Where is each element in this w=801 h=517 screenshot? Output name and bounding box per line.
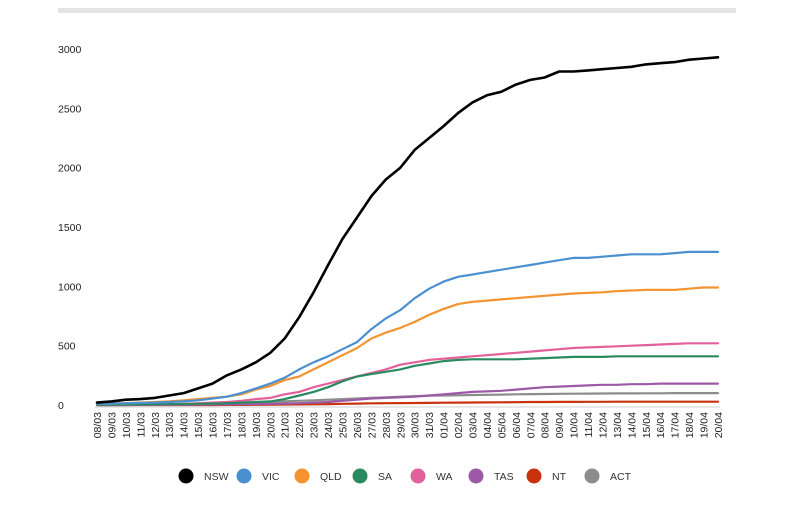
legend-label-sa: SA bbox=[378, 471, 392, 483]
x-tick-label: 01/04 bbox=[439, 412, 451, 438]
legend-label-tas: TAS bbox=[494, 471, 514, 483]
legend-item-wa: WA bbox=[410, 468, 453, 484]
legend-label-qld: QLD bbox=[320, 471, 342, 483]
x-tick-label: 12/03 bbox=[150, 412, 162, 438]
top-divider-bar bbox=[58, 8, 736, 13]
x-tick-label: 14/04 bbox=[626, 412, 638, 438]
x-tick-label: 15/04 bbox=[641, 412, 653, 438]
legend-label-wa: WA bbox=[436, 471, 453, 483]
x-tick-label: 24/03 bbox=[323, 412, 335, 438]
x-tick-label: 11/04 bbox=[583, 412, 595, 438]
x-tick-label: 15/03 bbox=[193, 412, 205, 438]
x-tick-label: 16/04 bbox=[655, 412, 667, 438]
y-tick-label-2000: 2000 bbox=[58, 163, 82, 175]
x-tick-label: 22/03 bbox=[294, 412, 306, 438]
legend-swatch-sa bbox=[352, 468, 368, 484]
x-tick-label: 03/04 bbox=[467, 412, 479, 438]
x-tick-label: 27/03 bbox=[366, 412, 378, 438]
series-lines bbox=[95, 55, 720, 407]
legend-label-nt: NT bbox=[552, 471, 567, 483]
x-tick-label: 13/04 bbox=[612, 412, 624, 438]
x-tick-label: 12/04 bbox=[597, 412, 609, 438]
x-tick-label: 10/04 bbox=[569, 412, 581, 438]
x-tick-label: 07/04 bbox=[525, 412, 537, 438]
x-tick-label: 18/03 bbox=[236, 412, 248, 438]
x-tick-label: 16/03 bbox=[208, 412, 220, 438]
x-tick-label: 23/03 bbox=[309, 412, 321, 438]
legend-swatch-tas bbox=[468, 468, 484, 484]
legend-swatch-act bbox=[584, 468, 600, 484]
legend-label-vic: VIC bbox=[262, 471, 280, 483]
y-axis: 0 500 1000 1500 2000 2500 3000 bbox=[58, 44, 82, 412]
y-tick-label-1000: 1000 bbox=[58, 281, 82, 293]
x-tick-label: 11/03 bbox=[135, 412, 147, 438]
legend-swatch-qld bbox=[294, 468, 310, 484]
legend-item-nt: NT bbox=[526, 468, 567, 484]
legend-item-nsw: NSW bbox=[178, 468, 229, 484]
y-tick-label-0: 0 bbox=[58, 400, 64, 412]
x-tick-label: 19/04 bbox=[699, 412, 711, 438]
x-axis: 08/03 09/03 10/03 11/03 12/03 13/03 14/03 15/03… bbox=[92, 406, 725, 438]
x-tick-label: 30/03 bbox=[410, 412, 422, 438]
x-tick-label: 18/04 bbox=[684, 412, 696, 438]
x-tick-label: 21/03 bbox=[280, 412, 292, 438]
x-tick-label: 20/04 bbox=[713, 412, 725, 438]
x-tick-label: 28/03 bbox=[381, 412, 393, 438]
legend-swatch-nt bbox=[526, 468, 542, 484]
legend-item-qld: QLD bbox=[294, 468, 342, 484]
x-tick-label: 02/04 bbox=[453, 412, 465, 438]
x-tick-label: 17/03 bbox=[222, 412, 234, 438]
y-tick-label-1500: 1500 bbox=[58, 222, 82, 234]
legend-swatch-wa bbox=[410, 468, 426, 484]
y-tick-label-2500: 2500 bbox=[58, 103, 82, 115]
y-tick-label-500: 500 bbox=[58, 341, 76, 353]
x-tick-label: 13/03 bbox=[164, 412, 176, 438]
x-tick-label: 05/04 bbox=[496, 412, 508, 438]
x-tick-label: 10/03 bbox=[121, 412, 133, 438]
x-tick-label: 04/04 bbox=[482, 412, 494, 438]
legend-item-vic: VIC bbox=[236, 468, 280, 484]
legend-swatch-vic bbox=[236, 468, 252, 484]
x-tick-label: 20/03 bbox=[265, 412, 277, 438]
legend-label-nsw: NSW bbox=[204, 471, 229, 483]
series-line-nsw bbox=[95, 55, 720, 404]
x-tick-label: 25/03 bbox=[338, 412, 350, 438]
legend: NSW VIC QLD SA WA TAS NT ACT bbox=[178, 468, 632, 484]
x-tick-label: 31/03 bbox=[424, 412, 436, 438]
legend-swatch-nsw bbox=[178, 468, 194, 484]
legend-item-sa: SA bbox=[352, 468, 392, 484]
x-tick-label: 08/03 bbox=[92, 412, 104, 438]
x-tick-label: 06/04 bbox=[511, 412, 523, 438]
x-tick-label: 29/03 bbox=[395, 412, 407, 438]
legend-item-act: ACT bbox=[584, 468, 632, 484]
series-line-sa bbox=[95, 355, 720, 406]
x-tick-label: 17/04 bbox=[670, 412, 682, 438]
x-tick-label: 09/04 bbox=[554, 412, 566, 438]
series-line-vic bbox=[95, 250, 720, 405]
x-tick-label: 09/03 bbox=[106, 412, 118, 438]
x-tick-label: 19/03 bbox=[251, 412, 263, 438]
legend-label-act: ACT bbox=[610, 471, 632, 483]
x-tick-label: 26/03 bbox=[352, 412, 364, 438]
y-tick-label-3000: 3000 bbox=[58, 44, 82, 56]
legend-item-tas: TAS bbox=[468, 468, 514, 484]
x-tick-label: 08/04 bbox=[540, 412, 552, 438]
x-tick-label: 14/03 bbox=[179, 412, 191, 438]
